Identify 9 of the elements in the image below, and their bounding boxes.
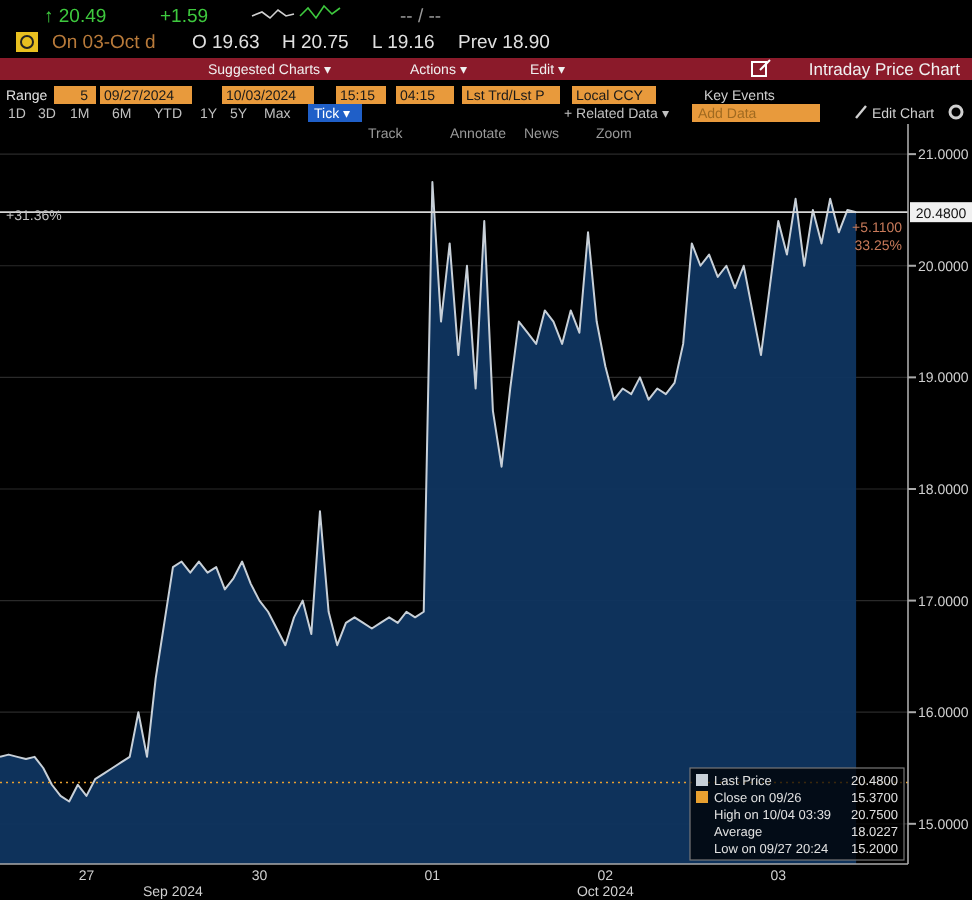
text: ↑ 20.49 bbox=[44, 6, 107, 28]
text: +1.59 bbox=[160, 6, 209, 28]
chart-title: Intraday Price Chart bbox=[808, 59, 962, 79]
text: On 03-Oct d bbox=[52, 32, 156, 54]
text: Prev 18.90 bbox=[458, 32, 550, 54]
text: H 20.75 bbox=[282, 32, 349, 54]
text: L 19.16 bbox=[372, 32, 435, 54]
text: O 19.63 bbox=[192, 32, 260, 54]
text: -- / -- bbox=[400, 6, 442, 28]
